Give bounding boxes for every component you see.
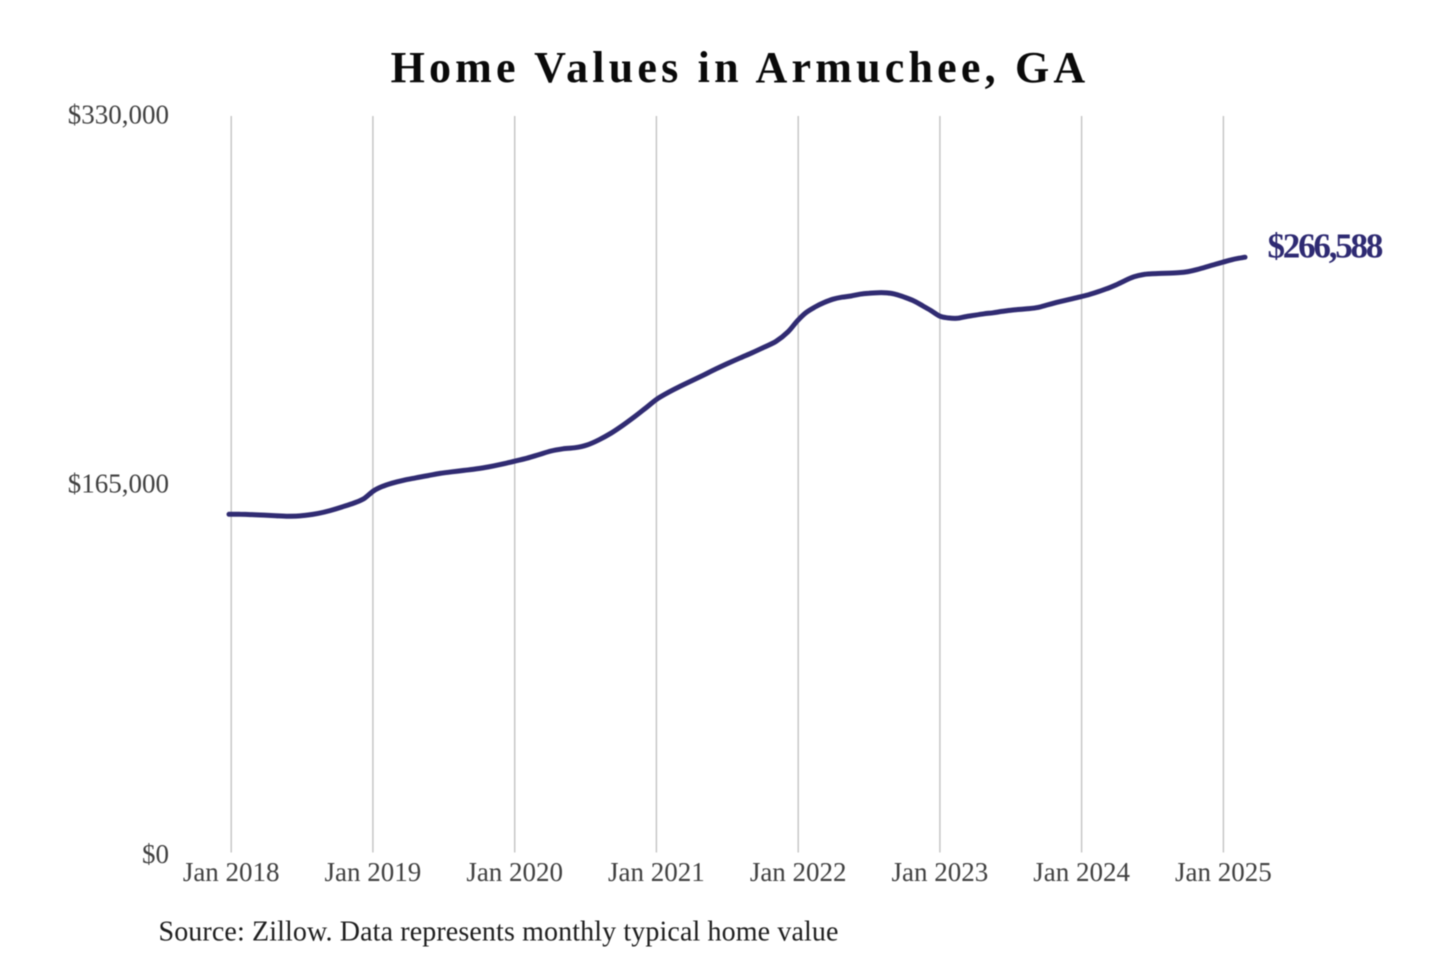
svg-text:Jan 2021: Jan 2021: [608, 857, 705, 887]
svg-text:Jan 2023: Jan 2023: [892, 857, 989, 887]
svg-text:Source: Zillow. Data represent: Source: Zillow. Data represents monthly …: [159, 917, 839, 948]
svg-text:$165,000: $165,000: [68, 469, 169, 499]
svg-text:Jan 2020: Jan 2020: [466, 857, 563, 887]
svg-text:Jan 2024: Jan 2024: [1033, 857, 1130, 887]
svg-text:Home Values in Armuchee, GA: Home Values in Armuchee, GA: [391, 43, 1090, 92]
svg-text:Jan 2022: Jan 2022: [750, 857, 847, 887]
svg-text:Jan 2019: Jan 2019: [325, 857, 422, 887]
svg-text:Jan 2025: Jan 2025: [1175, 857, 1272, 887]
svg-text:$266,588: $266,588: [1268, 227, 1383, 266]
svg-text:$0: $0: [142, 839, 169, 869]
svg-text:$330,000: $330,000: [68, 100, 169, 130]
svg-text:Jan 2018: Jan 2018: [183, 857, 280, 887]
